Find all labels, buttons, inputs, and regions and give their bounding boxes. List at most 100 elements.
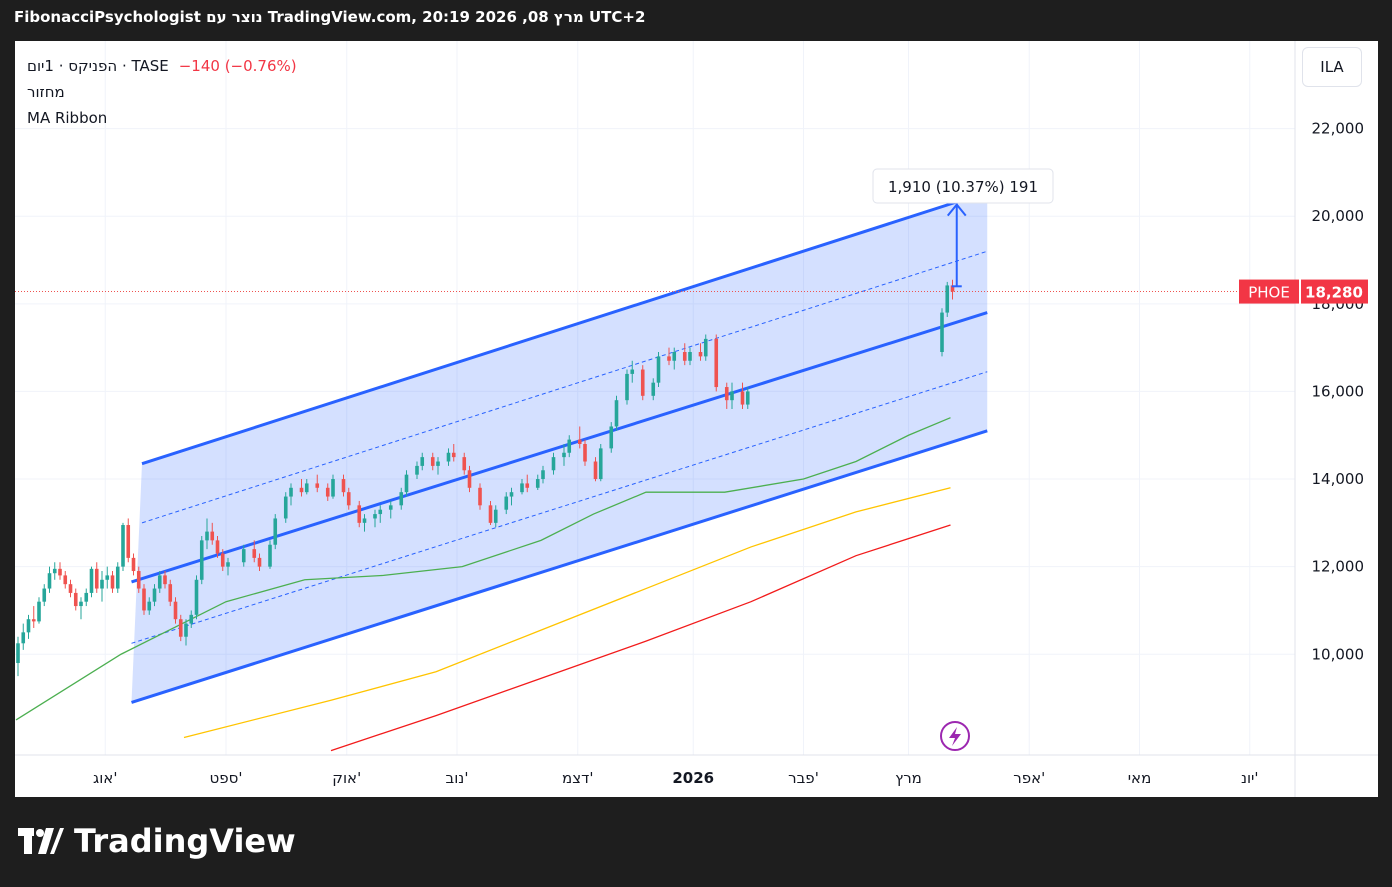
candle-body[interactable] [121,525,125,567]
candle-body[interactable] [89,568,94,593]
candle-body[interactable] [147,601,152,611]
candle-body[interactable] [462,457,467,471]
candle-body[interactable] [283,496,288,519]
candle-body[interactable] [100,579,104,589]
candle-body[interactable] [399,492,404,506]
candle-body[interactable] [94,568,99,589]
candle-body[interactable] [404,474,409,493]
candle-body[interactable] [583,443,587,462]
candle-body[interactable] [625,373,629,401]
candle-body[interactable] [415,465,419,475]
candle-body[interactable] [430,457,435,466]
candle-body[interactable] [640,369,645,396]
candle-body[interactable] [940,312,944,353]
candle-body[interactable] [304,483,309,493]
candle-body[interactable] [289,487,293,497]
channel-lower-line[interactable] [131,429,988,704]
candle-body[interactable] [493,509,498,523]
candle-body[interactable] [509,492,514,497]
candle-body[interactable] [178,619,183,637]
chart-frame[interactable]: 1,910 (10.37%) 191 10,000 12,000 14,000 16,0… [15,41,1378,797]
candle-body[interactable] [52,568,57,574]
candle-body[interactable] [325,487,330,497]
candle-body[interactable] [682,352,687,361]
candle-body[interactable] [226,562,230,567]
candle-body[interactable] [79,601,83,607]
price-chart[interactable]: 1,910 (10.37%) 191 10,000 12,000 14,000 16,0… [15,41,1378,797]
candle-body[interactable] [215,540,220,554]
candle-body[interactable] [703,338,708,357]
legend-volume[interactable]: מחזור [27,83,65,101]
candle-body[interactable] [562,452,566,458]
candle-body[interactable] [341,479,346,493]
legend-symbol[interactable]: הפניקס · 1יום · TASE [27,57,169,75]
legend-symbol-row[interactable]: הפניקס · 1יום · TASE −140 (−0.76%) [27,53,297,79]
candle-body[interactable] [651,382,656,396]
candle-body[interactable] [436,461,440,466]
candle-body[interactable] [110,575,115,589]
candle-body[interactable] [241,549,246,563]
candle-body[interactable] [68,584,73,593]
candle-body[interactable] [84,592,89,602]
candle-body[interactable] [520,483,524,493]
candle-body[interactable] [210,531,215,541]
candle-body[interactable] [525,483,530,488]
candle-body[interactable] [194,579,199,615]
candle-body[interactable] [740,391,745,405]
ticker-tag[interactable] [1239,279,1299,304]
candle-body[interactable] [47,573,52,589]
legend-indicator[interactable]: MA Ribbon [27,109,108,127]
candle-body[interactable] [205,531,209,541]
candle-body[interactable] [58,568,62,576]
candle-body[interactable] [577,439,582,444]
candle-body[interactable] [541,470,545,480]
candle-body[interactable] [252,549,257,558]
candle-body[interactable] [299,487,304,493]
candle-body[interactable] [189,614,194,624]
candle-body[interactable] [168,584,173,602]
candle-body[interactable] [157,575,162,589]
candle-body[interactable] [373,514,377,519]
candle-body[interactable] [688,352,692,361]
candle-body[interactable] [730,391,734,401]
candle-body[interactable] [667,356,671,361]
last-price-tag[interactable] [1301,279,1368,304]
candle-body[interactable] [451,452,456,458]
candle-body[interactable] [63,575,68,585]
candle-body[interactable] [945,285,950,313]
candle-body[interactable] [331,479,335,497]
candle-body[interactable] [31,619,36,622]
candle-body[interactable] [672,352,677,361]
currency-button[interactable]: ILA [1302,47,1362,87]
candle-body[interactable] [478,487,482,506]
candle-body[interactable] [16,643,20,664]
candle-body[interactable] [446,452,451,462]
candle-body[interactable] [614,400,619,427]
candle-body[interactable] [273,518,278,545]
candle-body[interactable] [535,479,540,488]
candle-body[interactable] [467,470,472,488]
candle-body[interactable] [950,285,955,292]
candle-body[interactable] [420,457,425,466]
candle-body[interactable] [378,509,383,515]
candle-body[interactable] [142,588,146,611]
candle-body[interactable] [488,505,493,523]
candle-body[interactable] [714,338,719,388]
candle-body[interactable] [199,540,204,580]
candle-body[interactable] [220,553,225,567]
candle-body[interactable] [567,439,572,453]
candle-body[interactable] [357,505,362,523]
candle-body[interactable] [42,588,47,602]
candle-body[interactable] [126,525,131,558]
candle-body[interactable] [115,566,120,589]
candle-body[interactable] [593,461,598,480]
candle-body[interactable] [73,592,78,607]
channel-quarter-line[interactable] [131,371,988,644]
candle-body[interactable] [551,457,556,471]
candle-body[interactable] [609,426,614,449]
candle-body[interactable] [388,505,393,510]
candle-body[interactable] [173,601,178,620]
candle-body[interactable] [131,557,136,572]
candle-body[interactable] [656,356,661,383]
candle-body[interactable] [21,632,26,644]
